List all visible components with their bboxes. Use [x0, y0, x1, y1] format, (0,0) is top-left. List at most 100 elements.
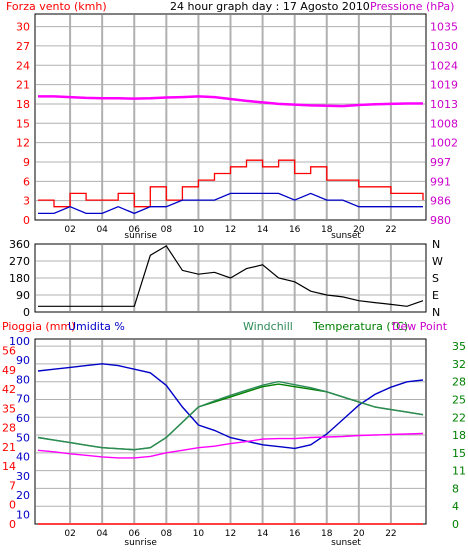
wind-tick-label: 18 — [16, 98, 30, 111]
temperature-label: Temperatura (°C) — [312, 320, 408, 333]
pressure-tick-label: 1019 — [430, 79, 458, 92]
wind-tick-label: 6 — [23, 175, 30, 188]
pressure-tick-label: 1030 — [430, 40, 458, 53]
humidity-rain-tick-label: 70 — [16, 393, 30, 406]
x-tick-label: 22 — [385, 529, 396, 539]
humidity-rain-tick-label: 90 — [16, 354, 30, 367]
humidity-rain-tick-label: 0 — [9, 499, 16, 512]
x-tick-label: 16 — [289, 529, 301, 539]
compass-tick-label: S — [432, 272, 439, 285]
x-tick-label: 22 — [385, 225, 396, 235]
pressure-tick-label: 1013 — [430, 98, 458, 111]
wind-tick-label: 3 — [23, 195, 30, 208]
dewpoint-label: Dew Point — [392, 320, 448, 333]
humidity-rain-tick-label: 35 — [2, 402, 16, 415]
sunset-label: sunset — [331, 231, 361, 241]
humidity-rain-tick-label: 30 — [16, 470, 30, 483]
humidity-rain-tick-label: 40 — [16, 451, 30, 464]
compass-tick-label: W — [432, 255, 443, 268]
panel-wind-grid — [36, 15, 425, 219]
direction-tick-label: 180 — [9, 272, 30, 285]
panel-temp-lines — [37, 363, 424, 525]
wind-tick-label: 12 — [16, 137, 30, 150]
pressure-tick-label: 980 — [430, 214, 451, 227]
pressure-tick-label: 997 — [430, 156, 451, 169]
humidity-rain-tick-label: 50 — [16, 431, 30, 444]
x-tick-label: 20 — [353, 225, 365, 235]
direction-tick-label: 360 — [9, 238, 30, 251]
humidity-rain-tick-label: 56 — [2, 345, 16, 358]
wind-tick-label: 21 — [16, 79, 30, 92]
series-pressure — [38, 95, 423, 108]
pressure-tick-label: 1035 — [430, 21, 458, 34]
humidity-rain-tick-label: 7 — [9, 479, 16, 492]
humidity-rain-tick-label: 42 — [2, 383, 16, 396]
panel-wind-lines — [38, 95, 424, 215]
humidity-rain-tick-label: 49 — [2, 364, 16, 377]
wind-tick-label: 30 — [16, 21, 30, 34]
wind-tick-label: 9 — [23, 156, 30, 169]
wind-tick-label: 15 — [16, 117, 30, 130]
sunrise-label: sunrise — [124, 538, 157, 548]
x-tick-label: 04 — [96, 529, 108, 539]
wind-tick-label: 27 — [16, 40, 30, 53]
panel-direction-lines — [38, 245, 424, 307]
x-tick-label: 12 — [225, 225, 236, 235]
compass-tick-label: N — [432, 306, 440, 319]
x-tick-label: 18 — [321, 225, 333, 235]
series-dewpoint — [37, 432, 424, 459]
temperature-tick-label: 32 — [452, 358, 466, 371]
humidity-rain-tick-label: 100 — [9, 335, 30, 348]
direction-tick-label: 90 — [16, 289, 30, 302]
x-tick-label: 04 — [96, 225, 108, 235]
rain-label: Pioggia (mm) — [2, 320, 75, 333]
x-tick-label: 02 — [64, 529, 75, 539]
x-tick-label: 12 — [225, 529, 236, 539]
humidity-rain-tick-label: 10 — [16, 508, 30, 521]
compass-tick-label: E — [432, 289, 439, 302]
pressure-tick-label: 1002 — [430, 137, 458, 150]
temperature-tick-label: 0 — [452, 518, 459, 531]
x-tick-label: 20 — [353, 529, 365, 539]
pressure-tick-label: 1024 — [430, 59, 458, 72]
x-tick-label: 08 — [161, 225, 173, 235]
x-tick-label: 14 — [257, 529, 269, 539]
windchill-label: Windchill — [243, 320, 293, 333]
x-tick-label: 02 — [64, 225, 75, 235]
sunrise-label: sunrise — [124, 231, 157, 241]
temperature-tick-label: 25 — [452, 393, 466, 406]
temperature-tick-label: 11 — [452, 465, 466, 478]
pressure-tick-label: 991 — [430, 175, 451, 188]
temperature-tick-label: 8 — [452, 482, 459, 495]
temperature-tick-label: 18 — [452, 429, 466, 442]
pressure-axis-label: Pressione (hPa) — [370, 0, 454, 13]
temperature-tick-label: 4 — [452, 500, 459, 513]
wind-tick-label: 24 — [16, 59, 30, 72]
pressure-tick-label: 1008 — [430, 117, 458, 130]
x-tick-label: 06 — [129, 529, 141, 539]
temperature-tick-label: 15 — [452, 447, 466, 460]
x-tick-label: 08 — [161, 529, 173, 539]
temperature-tick-label: 28 — [452, 376, 466, 389]
graph-title: 24 hour graph day : 17 Agosto 2010 — [170, 0, 370, 13]
humidity-label: Umidita % — [68, 320, 125, 333]
x-tick-label: 18 — [321, 529, 333, 539]
temperature-tick-label: 35 — [452, 340, 466, 353]
series-windchill — [37, 380, 424, 451]
humidity-rain-tick-label: 20 — [16, 489, 30, 502]
direction-tick-label: 270 — [9, 255, 30, 268]
humidity-rain-tick-label: 60 — [16, 412, 30, 425]
series-humidity — [37, 363, 424, 450]
humidity-rain-tick-label: 21 — [2, 441, 16, 454]
x-tick-label: 10 — [193, 529, 205, 539]
x-tick-label: 16 — [289, 225, 301, 235]
x-tick-label: 10 — [193, 225, 205, 235]
series-direction — [38, 245, 424, 307]
compass-tick-label: N — [432, 238, 440, 251]
temperature-tick-label: 22 — [452, 411, 466, 424]
x-tick-label: 06 — [129, 225, 141, 235]
series-gust — [38, 159, 424, 208]
